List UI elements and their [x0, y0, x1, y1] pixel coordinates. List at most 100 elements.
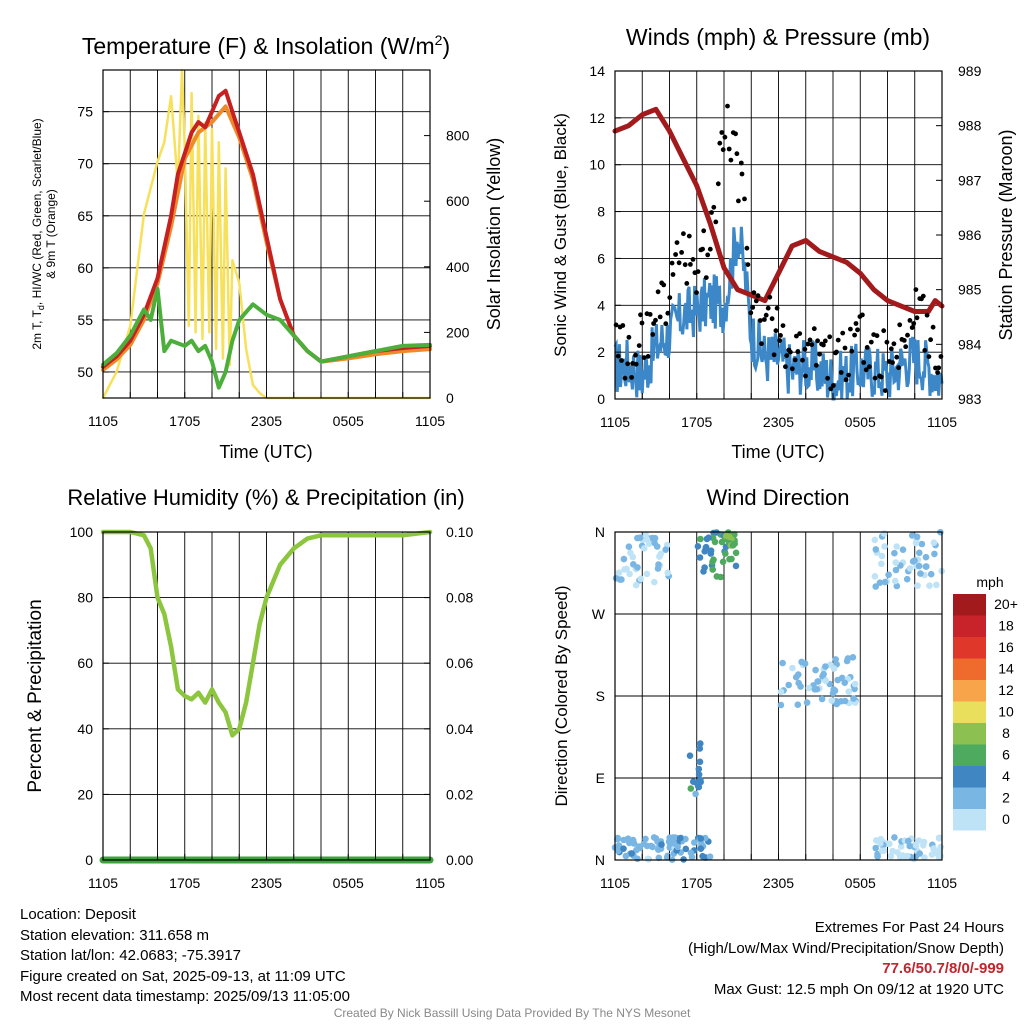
- direction-point: [728, 555, 735, 563]
- temperature-ylabel-line1: 2m T, Td, HI/WC (Red, Green, Scarlet/Blu…: [30, 118, 46, 349]
- station-pressure-line: [612, 106, 945, 314]
- gust-point: [686, 233, 692, 239]
- rh-ytick-label-1: 20: [77, 786, 93, 802]
- direction-point: [871, 573, 879, 580]
- gust-point: [860, 312, 865, 318]
- direction-point: [785, 681, 792, 689]
- legend-label-4: 12: [998, 682, 1014, 698]
- direction-point: [700, 568, 707, 575]
- gust-point: [907, 318, 913, 323]
- direction-point: [813, 685, 821, 693]
- temperature-title: Temperature (F) & Insolation (W/m2): [82, 32, 450, 59]
- temp-ytick-label-1: 55: [77, 312, 93, 328]
- gust-point: [909, 325, 915, 330]
- direction-point: [881, 578, 889, 586]
- direction-point: [697, 740, 704, 747]
- gust-point: [868, 339, 874, 345]
- meteogram-figure: Temperature (F) & Insolation (W/m2) 1105…: [25, 24, 1018, 891]
- direction-point: [687, 785, 695, 792]
- location-text: Location: Deposit: [20, 906, 136, 923]
- direction-point: [618, 576, 625, 583]
- wind-title: Winds (mph) & Pressure (mb): [626, 24, 930, 50]
- direction-point: [658, 841, 665, 848]
- gust-point: [636, 343, 642, 348]
- gust-point: [805, 341, 811, 347]
- direction-point: [881, 543, 888, 550]
- direction-point: [696, 745, 704, 752]
- gust-point: [667, 295, 673, 300]
- station-info: Location: Deposit Station elevation: 311…: [20, 905, 350, 1008]
- precip-y2tick-label-5: 0.10: [446, 524, 473, 540]
- direction-point: [893, 582, 901, 590]
- direction-point: [697, 776, 704, 784]
- gust-point: [744, 245, 750, 251]
- wind-ylabel: Sonic Wind & Gust (Blue, Black): [551, 113, 570, 357]
- gust-point: [679, 250, 684, 255]
- direction-point: [880, 847, 888, 854]
- wind-axes: 1105 1705 2305 0505 1105 0 2 4 6 8 10 12 14 983 984 985…: [589, 63, 981, 430]
- direction-point: [706, 853, 714, 860]
- gust-point: [713, 219, 719, 225]
- rh-ylabel: Percent & Precipitation: [25, 599, 46, 792]
- gust-point: [709, 210, 714, 215]
- direction-point: [894, 849, 901, 856]
- wind-ytick-label-0: 0: [597, 391, 605, 407]
- direction-point: [632, 581, 640, 589]
- direction-point: [872, 583, 879, 590]
- gust-point: [676, 260, 682, 266]
- direction-point: [805, 684, 813, 692]
- gust-point: [783, 364, 788, 370]
- temperature-lines: [101, 68, 432, 400]
- direction-point: [647, 842, 655, 850]
- direction-point: [651, 534, 659, 542]
- direction-point: [620, 845, 627, 852]
- temp-ytick-label-3: 65: [77, 208, 93, 224]
- direction-point: [702, 543, 710, 551]
- direction-point: [682, 845, 690, 853]
- direction-point: [911, 557, 918, 564]
- gust-point: [650, 332, 656, 337]
- legend-label-5: 10: [998, 704, 1014, 720]
- rh-xtick-label-4: 1105: [415, 875, 445, 891]
- gust-point: [620, 323, 626, 328]
- gust-point: [935, 370, 940, 375]
- gust-point: [831, 383, 836, 388]
- gust-point: [726, 146, 732, 152]
- wind-ytick-label-6: 12: [589, 110, 605, 126]
- gust-point: [719, 130, 725, 135]
- solar-y2tick-label-2: 400: [446, 259, 470, 275]
- direction-point: [878, 552, 886, 560]
- direction-point: [777, 688, 785, 696]
- solar-y2tick-label-4: 800: [446, 128, 470, 144]
- direction-point: [851, 680, 859, 688]
- direction-point: [893, 543, 900, 550]
- gust-point: [778, 333, 783, 338]
- temp-ytick-label-2: 60: [77, 260, 93, 276]
- direction-point: [892, 566, 900, 574]
- gust-point: [690, 257, 696, 262]
- gust-point: [682, 262, 688, 268]
- gust-point: [894, 354, 900, 360]
- direction-point: [801, 660, 809, 667]
- gust-point: [913, 287, 919, 292]
- temp-ytick-label-4: 70: [77, 156, 93, 172]
- direction-point: [920, 838, 928, 846]
- pressure-y2tick-label-0: 983: [958, 391, 982, 407]
- gust-point: [849, 348, 855, 354]
- gust-point: [673, 252, 678, 257]
- direction-point: [903, 575, 911, 583]
- pressure-y2tick-label-5: 988: [958, 118, 982, 134]
- direction-point: [686, 752, 694, 759]
- direction-point: [676, 834, 684, 842]
- direction-point: [891, 577, 899, 585]
- gust-point: [663, 321, 669, 327]
- legend-label-3: 14: [998, 661, 1014, 677]
- direction-point: [851, 685, 858, 693]
- gust-point: [901, 338, 907, 343]
- dir-ytick-label-2: S: [596, 688, 605, 704]
- direction-point: [709, 566, 716, 573]
- direction-point: [699, 852, 706, 860]
- gust-point: [733, 131, 738, 137]
- rh-grid: [103, 532, 430, 860]
- direction-point: [779, 659, 786, 667]
